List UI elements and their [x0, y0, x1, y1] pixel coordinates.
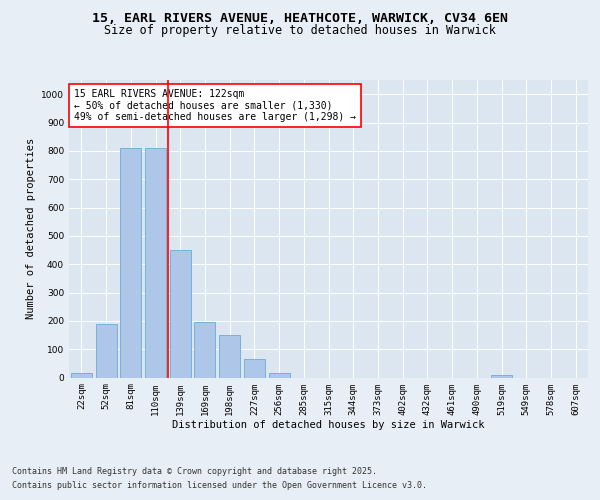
Bar	[491, 374, 512, 378]
Bar	[170, 250, 191, 378]
Text: Contains HM Land Registry data © Crown copyright and database right 2025.: Contains HM Land Registry data © Crown c…	[12, 467, 377, 476]
Bar	[95, 324, 116, 378]
Bar	[71, 373, 92, 378]
Bar	[120, 148, 141, 378]
Y-axis label: Number of detached properties: Number of detached properties	[26, 138, 35, 320]
Bar	[194, 322, 215, 378]
Text: 15 EARL RIVERS AVENUE: 122sqm
← 50% of detached houses are smaller (1,330)
49% o: 15 EARL RIVERS AVENUE: 122sqm ← 50% of d…	[74, 89, 356, 122]
X-axis label: Distribution of detached houses by size in Warwick: Distribution of detached houses by size …	[172, 420, 485, 430]
Text: Contains public sector information licensed under the Open Government Licence v3: Contains public sector information licen…	[12, 481, 427, 490]
Bar	[269, 373, 290, 378]
Bar	[219, 335, 240, 378]
Bar	[244, 359, 265, 378]
Text: 15, EARL RIVERS AVENUE, HEATHCOTE, WARWICK, CV34 6EN: 15, EARL RIVERS AVENUE, HEATHCOTE, WARWI…	[92, 12, 508, 26]
Text: Size of property relative to detached houses in Warwick: Size of property relative to detached ho…	[104, 24, 496, 37]
Bar	[145, 148, 166, 378]
